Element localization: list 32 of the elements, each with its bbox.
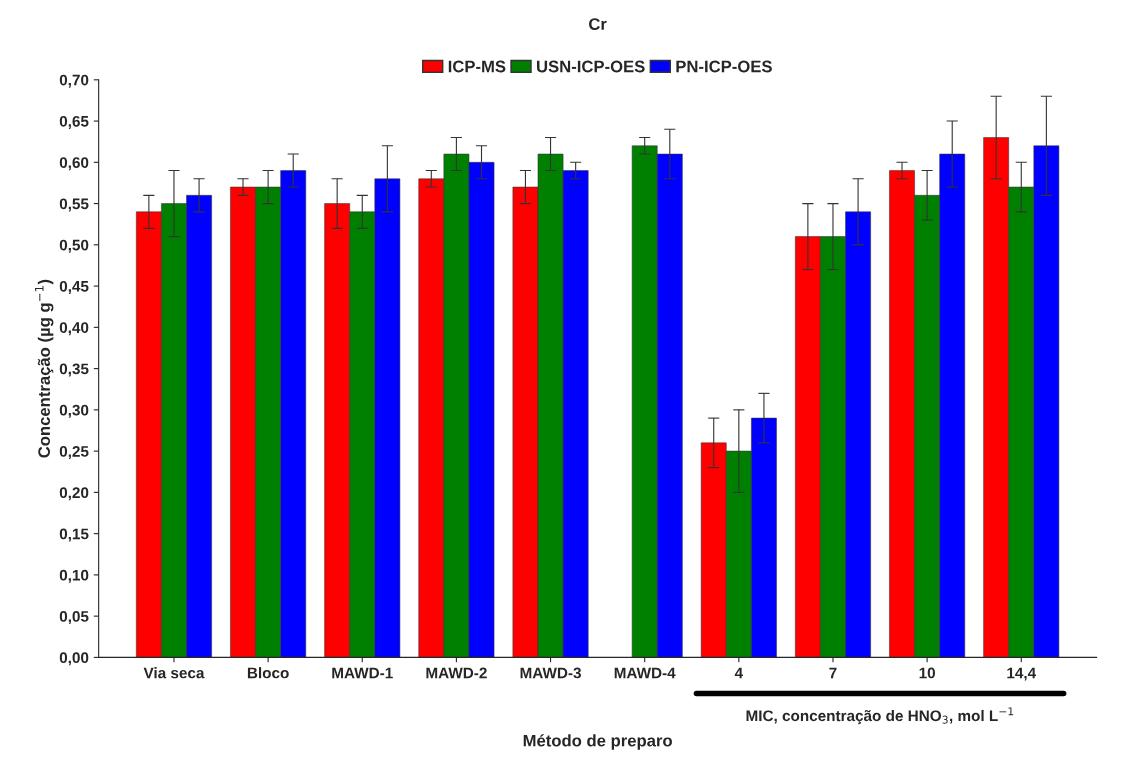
legend-label: PN-ICP-OES: [676, 60, 772, 73]
chart-title: Cr: [589, 18, 607, 30]
y-tick-label: 0,35: [59, 363, 89, 377]
x-axis-title: Método de preparo: [523, 734, 672, 750]
y-tick-label: 0,50: [59, 239, 89, 253]
x-tick-label: 10: [919, 667, 935, 679]
x-tick-label: 14,4: [1007, 667, 1037, 681]
text: MIC, concentração de HNO$_{3}$, mol L$^{−1}$: [746, 707, 1014, 725]
y-tick-label: 0,25: [59, 445, 89, 460]
y-axis-title: Concentração (µg g$^{−1}$): [34, 279, 54, 458]
y-tick-label: 0,15: [59, 528, 89, 542]
y-tick-label: 0,30: [59, 404, 89, 418]
y-tick-label: 0,60: [59, 157, 89, 171]
x-tick-label: 4: [734, 667, 743, 679]
legend-label: ICP-MS: [448, 60, 506, 73]
y-tick-label: 0,70: [59, 74, 89, 88]
y-tick-label: 0,10: [59, 569, 89, 583]
y-tick-label: 0,40: [59, 322, 89, 336]
x-tick-label: Via seca: [143, 667, 205, 679]
y-tick-label: 0,00: [59, 652, 89, 666]
x-tick-label: MAWD-4: [614, 667, 676, 679]
x-tick-label: MAWD-2: [426, 667, 487, 679]
y-tick-label: 0,55: [59, 198, 89, 212]
x-tick-label: 7: [829, 667, 837, 679]
y-tick-label: 0,45: [59, 280, 89, 294]
x-tick-label: MAWD-3: [520, 667, 581, 679]
y-tick-label: 0,05: [59, 611, 89, 625]
y-tick-label: 0,65: [59, 115, 89, 129]
y-tick-label: 0,20: [59, 487, 89, 501]
x-tick-label: MAWD-1: [332, 667, 393, 679]
x-tick-label: Bloco: [247, 667, 289, 679]
legend-label: USN-ICP-OES: [537, 60, 645, 73]
